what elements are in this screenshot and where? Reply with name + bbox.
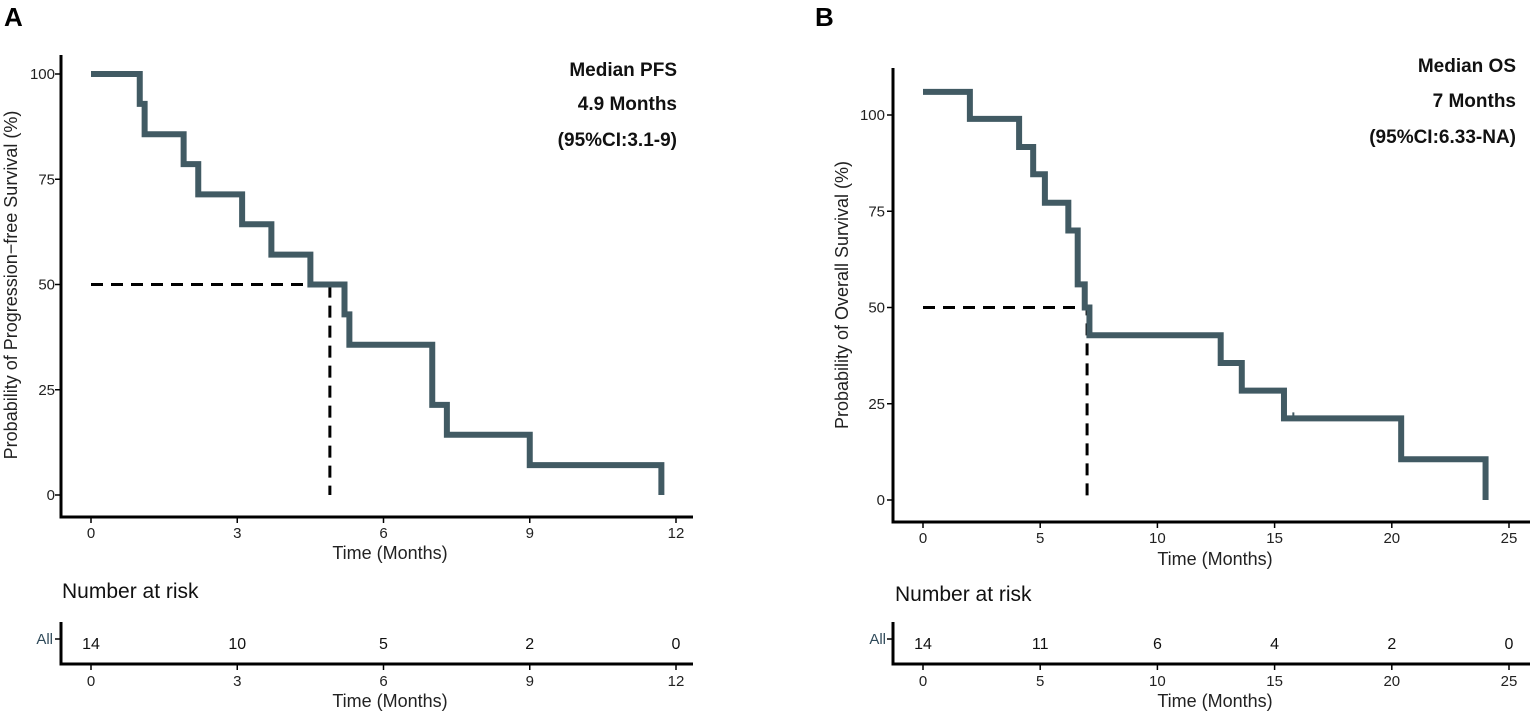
os-x-tick-label: 15	[1266, 530, 1283, 547]
pfs-y-tick-label: 25	[38, 382, 55, 399]
pfs-x-tick-label: 0	[87, 525, 95, 542]
pfs-risk-count: 10	[228, 636, 246, 653]
pfs-y-tick-label: 75	[38, 171, 55, 188]
pfs-y-tick-label: 100	[30, 66, 55, 83]
os-y-tick-label: 25	[868, 396, 885, 413]
os-risk-count: 14	[914, 636, 932, 653]
os-x-tick-label: 0	[919, 530, 927, 547]
os-risk-x-tick-label: 25	[1501, 673, 1518, 690]
os-median-value: 7 Months	[1433, 91, 1516, 112]
pfs-risk-count: 2	[525, 636, 534, 653]
os-risk-count: 2	[1387, 636, 1396, 653]
pfs-median-line	[91, 283, 332, 495]
pfs-plot-area: 0 3 6 9 12 0 25 50 75 100 14 0 10 3 5 6 2 9 0 12	[30, 55, 693, 690]
pfs-risk-x-tick-label: 0	[87, 673, 95, 690]
pfs-risk-count: 5	[379, 636, 388, 653]
pfs-x-tick-label: 6	[379, 525, 387, 542]
pfs-median-value: 4.9 Months	[578, 94, 677, 115]
pfs-survival-curve	[91, 71, 665, 495]
os-median-line	[923, 306, 1089, 500]
pfs-y-axis-title: Probability of Progression−free Survival…	[1, 111, 21, 460]
pfs-risk-axes	[59, 622, 693, 666]
pfs-risk-x-tick-label: 9	[526, 673, 534, 690]
os-survival-curve	[923, 88, 1489, 500]
os-y-axis-title: Probability of Overall Survival (%)	[832, 161, 852, 429]
panel-a-pfs: A 0 3 6 9 12 0 25 50 75 100 14 0 10 3 5 6 2 9 0 12 Median P…	[1, 2, 693, 711]
os-risk-x-axis-title: Time (Months)	[1157, 691, 1272, 711]
pfs-risk-count: 0	[672, 636, 681, 653]
os-risk-count: 6	[1153, 636, 1162, 653]
pfs-x-axis-title: Time (Months)	[332, 543, 447, 563]
pfs-risk-count: 14	[82, 636, 100, 653]
os-risk-x-tick-label: 20	[1383, 673, 1400, 690]
os-median-title: Median OS	[1418, 56, 1516, 77]
os-risk-count: 0	[1505, 636, 1514, 653]
os-median-ci: (95%CI:6.33-NA)	[1369, 127, 1516, 148]
panel-a-letter: A	[4, 2, 23, 32]
os-x-tick-label: 25	[1501, 530, 1518, 547]
os-risk-x-tick-label: 0	[919, 673, 927, 690]
pfs-risk-table-title: Number at risk	[62, 580, 199, 603]
os-risk-x-tick-label: 10	[1149, 673, 1166, 690]
pfs-y-tick-label: 0	[47, 487, 55, 504]
panel-b-letter: B	[815, 2, 834, 32]
os-x-tick-label: 5	[1036, 530, 1044, 547]
os-risk-count: 11	[1032, 636, 1049, 653]
panel-b-os: B 0 5 10 15 20 25 0 25 50 75 100 14 0 11 5 6 10 4 15 2 20 0 25…	[815, 2, 1530, 711]
os-risk-x-tick-label: 15	[1266, 673, 1283, 690]
os-risk-count: 4	[1270, 636, 1279, 653]
pfs-risk-x-axis-title: Time (Months)	[332, 691, 447, 711]
os-x-tick-label: 20	[1383, 530, 1400, 547]
pfs-risk-x-tick-label: 3	[233, 673, 241, 690]
pfs-risk-x-tick-label: 6	[379, 673, 387, 690]
pfs-median-ci: (95%CI:3.1-9)	[558, 130, 677, 151]
pfs-y-tick-label: 50	[38, 277, 55, 294]
pfs-risk-x-tick-label: 12	[668, 673, 685, 690]
os-y-tick-label: 100	[860, 107, 885, 124]
os-risk-strata-label: All	[869, 631, 886, 648]
os-x-tick-label: 10	[1149, 530, 1166, 547]
os-risk-x-tick-label: 5	[1036, 673, 1044, 690]
os-y-tick-label: 50	[868, 300, 885, 317]
pfs-risk-strata-label: All	[36, 631, 53, 648]
pfs-x-tick-label: 12	[668, 525, 685, 542]
pfs-x-tick-label: 3	[233, 525, 241, 542]
os-y-tick-label: 75	[868, 203, 885, 220]
os-risk-axes	[891, 622, 1530, 666]
os-y-tick-label: 0	[877, 492, 885, 509]
os-x-axis-title: Time (Months)	[1157, 549, 1272, 569]
os-risk-table-title: Number at risk	[895, 583, 1032, 606]
pfs-axes	[59, 55, 693, 519]
os-axes	[891, 68, 1530, 524]
pfs-x-tick-label: 9	[526, 525, 534, 542]
pfs-median-title: Median PFS	[569, 60, 677, 81]
os-plot-area: 0 5 10 15 20 25 0 25 50 75 100 14 0 11 5 6 10 4 15 2 20 0 25	[860, 68, 1530, 690]
